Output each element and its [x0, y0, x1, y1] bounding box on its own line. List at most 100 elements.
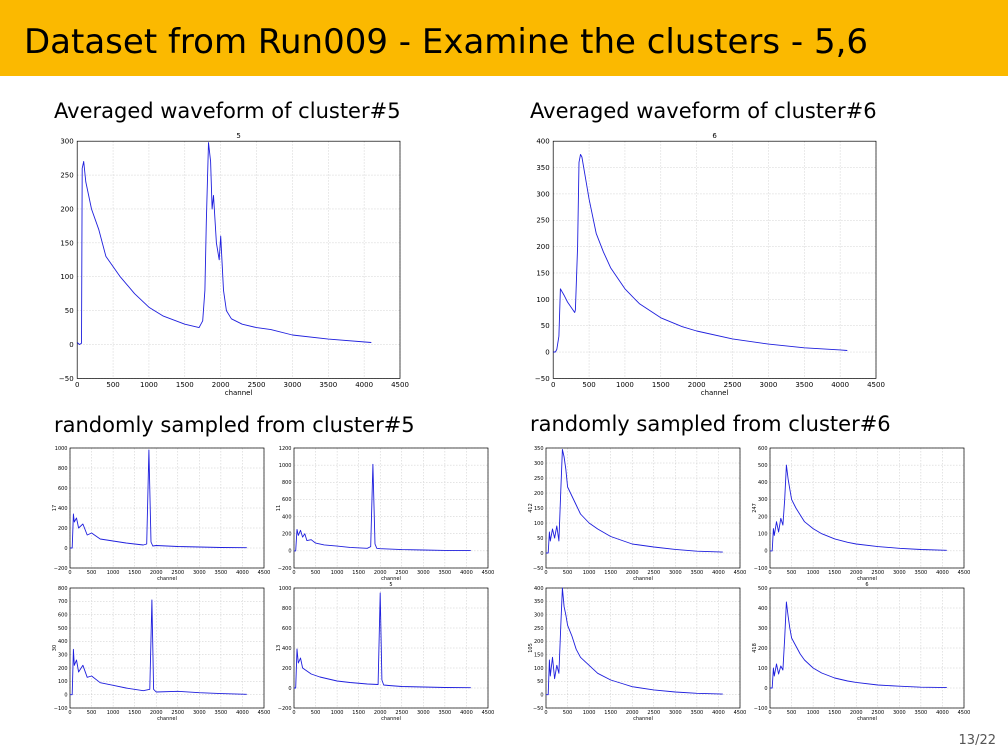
- chart-r5a-x-tick-label: 4000: [236, 570, 249, 576]
- chart-r6a-series-line: [546, 449, 723, 554]
- chart-r5a-x-axis-label: channel: [157, 576, 177, 582]
- chart-r6c-x-tick-label: 4500: [734, 710, 747, 716]
- chart-r5b-x-tick-label: 2000: [374, 570, 387, 576]
- chart-avg6-x-tick-label: 500: [582, 381, 595, 389]
- chart-r6a-x-tick-label: 2500: [647, 570, 660, 576]
- chart-r5d-x-tick-label: 3500: [439, 710, 452, 716]
- chart-r5b-y-tick-label: 400: [282, 514, 292, 520]
- chart-r5a-y-tick-label: 200: [58, 526, 68, 532]
- chart-r6b-x-tick-label: 1000: [807, 570, 820, 576]
- chart-r6d-series-line: [770, 601, 947, 689]
- chart-avg6-y-tick-label: 100: [536, 296, 549, 304]
- heading-avg-cluster-6: Averaged waveform of cluster#6: [530, 99, 877, 123]
- chart-r6b-x-tick-label: 1500: [828, 570, 841, 576]
- chart-avg6-y-tick-label: 350: [536, 164, 549, 172]
- chart-r5b-y-tick-label: 600: [282, 497, 292, 503]
- chart-r5b-axes-frame: [293, 447, 489, 569]
- chart-r5d-x-tick-label: 0: [292, 710, 295, 716]
- plot-sample-5-c: 0 500 1000 1500 2000 2500 3000 3500 4000 4500−100…: [52, 586, 270, 722]
- plot-sample-6-b: 0 500 1000 1500 2000 2500 3000 3500 4000 4500−100…: [752, 446, 970, 582]
- chart-r6a-y-tick-label: −50: [533, 566, 544, 572]
- chart-r6c-x-axis-label: channel: [633, 716, 653, 722]
- chart-r5c-y-tick-label: 300: [58, 652, 68, 658]
- chart-r5d-y-tick-label: 200: [282, 666, 292, 672]
- chart-avg5-y-tick-label: 0: [69, 341, 73, 349]
- chart-r6c-y-tick-label: 200: [534, 639, 544, 645]
- chart-r5b-y-tick-label: 200: [282, 531, 292, 537]
- chart-r5b-x-tick-label: 1000: [331, 570, 344, 576]
- chart-avg5-x-tick-label: 1500: [176, 381, 194, 389]
- chart-r6a-x-tick-label: 4000: [712, 570, 725, 576]
- plot-avg-cluster-5: 0 500 1000 1500 2000 2500 3000 3500 4000 4500−500…: [59, 132, 409, 397]
- chart-r6b-x-tick-label: 3000: [893, 570, 906, 576]
- chart-r5d-x-tick-label: 2500: [395, 710, 408, 716]
- chart-avg6-y-tick-label: 50: [541, 322, 550, 330]
- chart-avg6-series-line: [553, 153, 848, 353]
- slide-title: Dataset from Run009 - Examine the cluste…: [24, 22, 869, 62]
- chart-r5a-y-tick-label: 800: [58, 466, 68, 472]
- plot-avg-cluster-6: 0 500 1000 1500 2000 2500 3000 3500 4000 4500−500…: [535, 132, 885, 397]
- chart-r5c-y-axis-label: 30: [52, 645, 58, 651]
- chart-r6b-y-tick-label: 100: [758, 531, 768, 537]
- chart-r6b-y-tick-label: 200: [758, 514, 768, 520]
- chart-r6d-x-tick-label: 4000: [936, 710, 949, 716]
- chart-r6a-y-tick-label: 0: [540, 551, 543, 557]
- chart-r6b-x-tick-label: 2000: [850, 570, 863, 576]
- chart-r5b-y-tick-label: 1000: [279, 463, 292, 469]
- chart-r6a-x-axis-label: channel: [633, 576, 653, 582]
- chart-r6c-y-tick-label: 100: [534, 666, 544, 672]
- chart-r6c-y-tick-label: 50: [537, 679, 543, 685]
- chart-r5b-y-axis-label: 11: [276, 505, 282, 511]
- chart-avg6-y-tick-label: 250: [536, 217, 549, 225]
- chart-r6c-y-tick-label: 350: [534, 599, 544, 605]
- chart-r5a-x-tick-label: 4500: [258, 570, 271, 576]
- chart-r6d-axes-frame: [769, 587, 965, 709]
- chart-r6a-y-tick-label: 250: [534, 476, 544, 482]
- chart-r6c-x-tick-label: 1000: [583, 710, 596, 716]
- chart-r6c-x-tick-label: 500: [563, 710, 573, 716]
- chart-r5d-x-tick-label: 500: [311, 710, 321, 716]
- chart-r5c-y-tick-label: 500: [58, 626, 68, 632]
- chart-r5c-x-tick-label: 2500: [171, 710, 184, 716]
- chart-avg6-x-tick-label: 0: [551, 381, 555, 389]
- chart-avg6-y-tick-label: 150: [536, 269, 549, 277]
- chart-r5c-x-tick-label: 1500: [128, 710, 141, 716]
- chart-r6c-y-tick-label: 150: [534, 652, 544, 658]
- chart-avg5-x-tick-label: 0: [75, 381, 79, 389]
- chart-avg5-title: 5: [236, 132, 240, 140]
- chart-r5c-y-tick-label: 200: [58, 666, 68, 672]
- chart-r6d-y-tick-label: 0: [764, 686, 767, 692]
- chart-r5b-x-tick-label: 0: [292, 570, 295, 576]
- chart-avg6-y-tick-label: 0: [545, 348, 549, 356]
- chart-r6c-x-tick-label: 4000: [712, 710, 725, 716]
- chart-r6b-x-tick-label: 4500: [958, 570, 971, 576]
- chart-r5c-x-tick-label: 3000: [193, 710, 206, 716]
- chart-r5a-axes-frame: [69, 447, 265, 569]
- chart-r5d-y-tick-label: −200: [278, 706, 292, 712]
- chart-r6a-y-tick-label: 100: [534, 521, 544, 527]
- chart-r5d-x-tick-label: 2000: [374, 710, 387, 716]
- chart-avg6-x-tick-label: 1500: [652, 381, 670, 389]
- chart-r5a-y-tick-label: 600: [58, 486, 68, 492]
- chart-r6c-axes-frame: [545, 587, 741, 709]
- chart-avg5-x-tick-label: 1000: [140, 381, 158, 389]
- chart-avg5-y-tick-label: 250: [60, 172, 73, 180]
- chart-r6a-y-tick-label: 350: [534, 446, 544, 452]
- chart-r6d-x-tick-label: 2500: [871, 710, 884, 716]
- chart-r5c-y-tick-label: 0: [64, 692, 67, 698]
- chart-r6d-x-tick-label: 1500: [828, 710, 841, 716]
- chart-avg5-axes-frame: [76, 140, 401, 379]
- chart-r6d-x-tick-label: 4500: [958, 710, 971, 716]
- chart-r5a-x-tick-label: 0: [68, 570, 71, 576]
- chart-avg6-x-tick-label: 2500: [724, 381, 742, 389]
- chart-avg6-x-tick-label: 1000: [616, 381, 634, 389]
- chart-r6b-x-axis-label: channel: [857, 576, 877, 582]
- chart-r5d-x-tick-label: 3000: [417, 710, 430, 716]
- chart-r6d-x-tick-label: 3000: [893, 710, 906, 716]
- chart-r6c-x-tick-label: 2500: [647, 710, 660, 716]
- chart-r5b-y-tick-label: 800: [282, 480, 292, 486]
- chart-r6c-y-tick-label: 400: [534, 586, 544, 592]
- title-bar: [0, 0, 1008, 76]
- chart-r5a-y-tick-label: −200: [54, 566, 68, 572]
- chart-r6b-x-tick-label: 500: [787, 570, 797, 576]
